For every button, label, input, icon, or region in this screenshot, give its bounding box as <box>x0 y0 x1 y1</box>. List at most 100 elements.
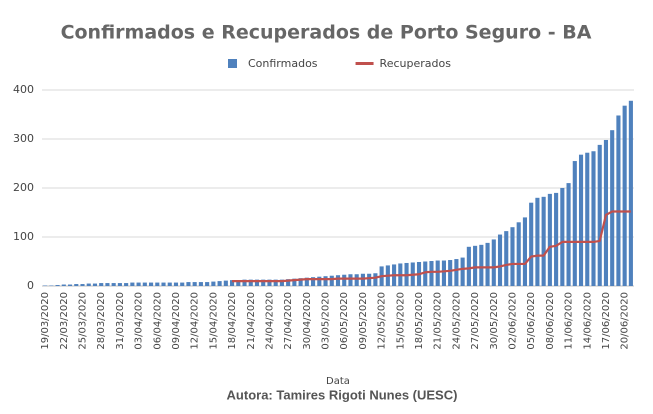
bar <box>174 283 178 286</box>
x-tick-label: 31/03/2020 <box>115 292 126 350</box>
bar <box>323 276 327 286</box>
x-tick-label: 03/05/2020 <box>321 292 332 350</box>
x-tick-label: 11/06/2020 <box>564 292 575 350</box>
x-tick-label: 09/05/2020 <box>358 292 369 350</box>
bar <box>62 285 66 286</box>
x-tick-label: 30/04/2020 <box>302 292 313 350</box>
x-tick-label: 12/05/2020 <box>377 292 388 350</box>
x-tick-label: 09/04/2020 <box>171 292 182 350</box>
bar <box>542 197 546 286</box>
x-tick-label: 03/04/2020 <box>134 292 145 350</box>
x-tick-label: 22/03/2020 <box>59 292 70 350</box>
bar <box>535 198 539 286</box>
x-tick-label: 06/04/2020 <box>152 292 163 350</box>
bar <box>361 274 365 286</box>
x-tick-label: 24/04/2020 <box>264 292 275 350</box>
legend-label: Confirmados <box>248 57 318 70</box>
bar <box>517 222 521 286</box>
bar <box>567 183 571 286</box>
bar <box>504 231 508 286</box>
bar <box>342 275 346 286</box>
bar <box>80 284 84 286</box>
x-tick-label: 15/05/2020 <box>395 292 406 350</box>
bar <box>336 275 340 286</box>
bar <box>510 227 514 286</box>
bar <box>367 274 371 286</box>
bar <box>498 235 502 286</box>
bar <box>573 161 577 286</box>
x-tick-label: 25/03/2020 <box>78 292 89 350</box>
x-tick-label: 28/03/2020 <box>96 292 107 350</box>
bar <box>193 282 197 286</box>
x-tick-label: 08/06/2020 <box>545 292 556 350</box>
bar <box>591 151 595 286</box>
bar <box>355 274 359 286</box>
bar <box>492 239 496 286</box>
bar <box>149 283 153 286</box>
bar <box>616 115 620 286</box>
bar <box>118 283 122 286</box>
x-tick-label: 12/04/2020 <box>190 292 201 350</box>
bar <box>56 285 60 286</box>
bar <box>486 243 490 286</box>
bar <box>629 101 633 286</box>
bar <box>436 261 440 286</box>
x-tick-label: 18/05/2020 <box>414 292 425 350</box>
bar <box>579 155 583 286</box>
bar <box>429 261 433 286</box>
x-tick-label: 17/06/2020 <box>601 292 612 350</box>
legend-swatch <box>228 59 237 68</box>
bar <box>610 130 614 286</box>
legend-label: Recuperados <box>380 57 452 70</box>
bar <box>211 282 215 286</box>
x-axis-label: Data <box>326 376 350 387</box>
y-tick-label: 200 <box>13 181 34 194</box>
bar <box>442 261 446 286</box>
bar <box>130 283 134 286</box>
bar <box>585 153 589 286</box>
bar <box>168 283 172 286</box>
bar <box>68 285 72 286</box>
bar <box>467 247 471 286</box>
bar <box>454 259 458 286</box>
x-tick-label: 30/05/2020 <box>489 292 500 350</box>
bar <box>473 246 477 286</box>
y-tick-label: 400 <box>13 83 34 96</box>
x-tick-label: 02/06/2020 <box>507 292 518 350</box>
x-tick-label: 15/04/2020 <box>208 292 219 350</box>
bar <box>199 282 203 286</box>
bar <box>161 283 165 286</box>
bar <box>623 106 627 286</box>
x-tick-label: 14/06/2020 <box>582 292 593 350</box>
bar <box>74 284 78 286</box>
bar <box>529 203 533 286</box>
bar <box>143 283 147 286</box>
bar <box>448 260 452 286</box>
x-tick-label: 21/05/2020 <box>433 292 444 350</box>
y-tick-label: 0 <box>27 279 34 292</box>
bar <box>99 283 103 286</box>
chart-title: Confirmados e Recuperados de Porto Segur… <box>61 22 592 44</box>
bar <box>523 217 527 286</box>
bar <box>330 276 334 286</box>
bar <box>93 284 97 286</box>
bar <box>224 281 228 286</box>
bar <box>87 284 91 286</box>
bar <box>218 281 222 286</box>
x-tick-label: 21/04/2020 <box>246 292 257 350</box>
y-tick-label: 300 <box>13 132 34 145</box>
bar <box>112 283 116 286</box>
bar <box>180 283 184 286</box>
bar <box>373 273 377 286</box>
bar <box>560 188 564 286</box>
bar <box>205 282 209 286</box>
bar <box>461 258 465 286</box>
y-tick-label: 100 <box>13 230 34 243</box>
x-tick-label: 19/03/2020 <box>40 292 51 350</box>
bar <box>479 245 483 286</box>
x-tick-label: 27/04/2020 <box>283 292 294 350</box>
x-tick-label: 18/04/2020 <box>227 292 238 350</box>
footer: Autora: Tamires Rigoti Nunes (UESC) <box>227 387 458 402</box>
x-tick-label: 20/06/2020 <box>620 292 631 350</box>
